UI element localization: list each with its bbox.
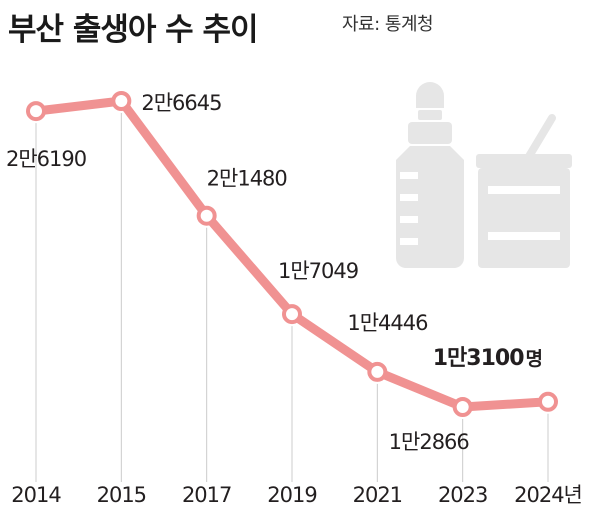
data-labels: 2만6190 2만6645 2만1480 1만7049 1만4446 1만2866 1만31…: [6, 91, 543, 454]
x-tick-label: 2015: [97, 483, 146, 506]
data-points: [26, 91, 558, 417]
source-note: 자료: 통계청: [342, 14, 434, 35]
x-tick-label: 2024년: [514, 483, 582, 506]
data-label: 2만6645: [141, 91, 221, 115]
baby-bottle-icon: [396, 82, 464, 268]
x-axis-ticks: 2014 2015 2017 2019 2021 2023 2024년: [11, 483, 583, 506]
x-tick-label: 2017: [182, 483, 231, 506]
formula-can-icon: [476, 114, 572, 268]
x-tick-label: 2019: [267, 483, 316, 506]
x-tick-label: 2023: [438, 483, 487, 506]
x-tick-label: 2014: [11, 483, 61, 506]
x-tick-label: 2021: [353, 483, 402, 506]
data-label: 1만7049: [278, 259, 358, 283]
data-point: [367, 361, 388, 382]
data-point: [452, 397, 473, 417]
data-label: 1만4446: [347, 311, 428, 335]
data-point: [196, 205, 217, 226]
data-point: [538, 391, 558, 412]
data-label: 2만1480: [207, 167, 287, 191]
data-point: [26, 101, 46, 122]
data-point: [282, 304, 302, 325]
data-label: 1만3100 명: [433, 346, 542, 371]
chart-title: 부산 출생아 수 추이: [8, 12, 259, 48]
data-point: [111, 91, 132, 111]
vertical-guides: [35, 113, 549, 482]
unit-label: 명: [526, 348, 542, 370]
data-label: 2만6190: [6, 147, 86, 171]
data-label: 1만2866: [389, 430, 470, 454]
